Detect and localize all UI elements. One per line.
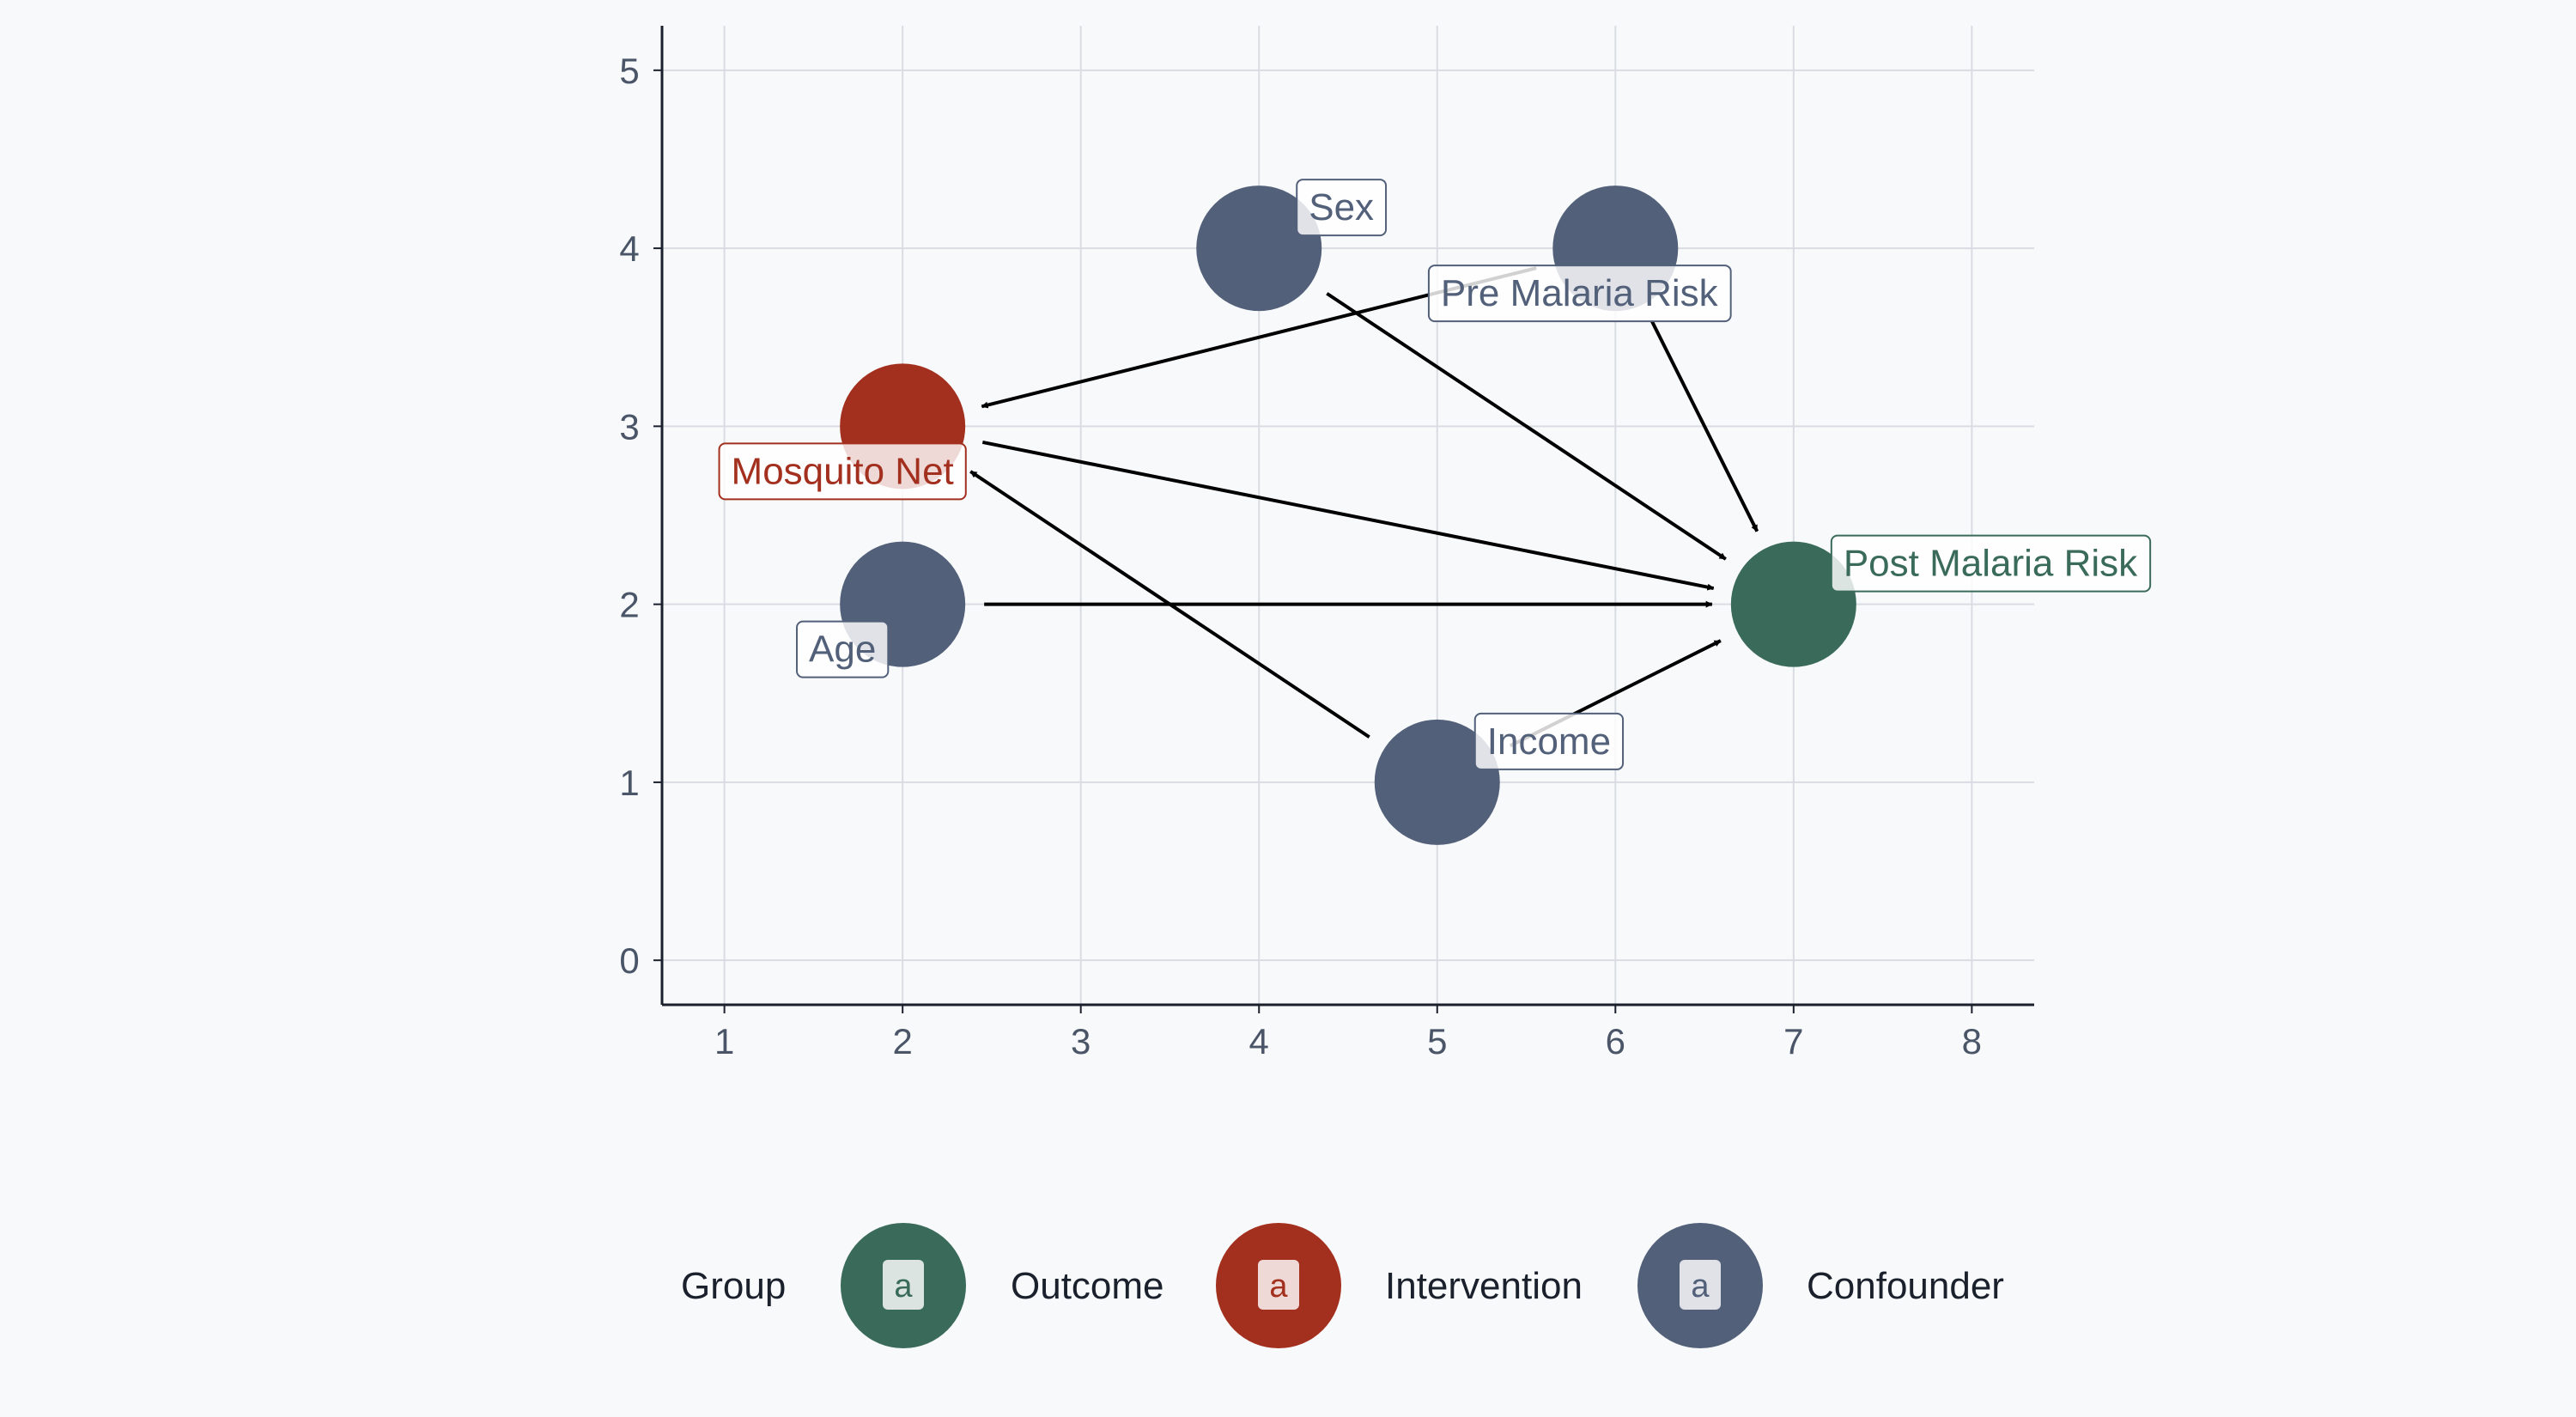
legend-item-intervention: a Intervention xyxy=(1216,1223,1583,1348)
legend-key-letter: a xyxy=(1691,1268,1710,1304)
node-label-text: Sex xyxy=(1309,186,1374,228)
x-tick-label: 8 xyxy=(1962,1021,1982,1061)
y-tick-label: 4 xyxy=(619,228,639,269)
legend-item-label: Intervention xyxy=(1385,1265,1583,1307)
y-tick-label: 1 xyxy=(619,763,639,803)
legend-key-letter: a xyxy=(894,1268,913,1304)
legend-item-outcome: a Outcome xyxy=(841,1223,1164,1348)
node-label-pre_malaria: Pre Malaria Risk xyxy=(1427,265,1732,323)
x-tick-label: 5 xyxy=(1427,1021,1447,1061)
legend-key-box xyxy=(1680,1260,1721,1310)
axes: 1 2 3 4 5 6 7 8 0 1 2 3 4 5 xyxy=(619,26,2034,1061)
node-label-box xyxy=(1296,179,1388,237)
legend-item-label: Outcome xyxy=(1011,1265,1164,1307)
legend-item-confounder: a Confounder xyxy=(1637,1223,2004,1348)
legend-key-box xyxy=(883,1260,924,1310)
node-label-sex: Sex xyxy=(1296,179,1388,237)
node-label-income: Income xyxy=(1473,712,1625,770)
y-tick-label: 0 xyxy=(619,940,639,981)
node-label-box xyxy=(1427,265,1732,323)
edge-income-to-net xyxy=(969,470,1370,739)
edge-pre_malaria-to-post_malaria xyxy=(1650,320,1759,532)
node-label-age: Age xyxy=(796,620,890,678)
x-tick-label: 6 xyxy=(1606,1021,1625,1061)
legend-key-box xyxy=(1258,1260,1299,1310)
node-label-text: Mosquito Net xyxy=(732,450,954,492)
edge-net-to-post_malaria xyxy=(981,441,1715,591)
node-label-box xyxy=(1830,534,2152,593)
x-tick-label: 1 xyxy=(714,1021,734,1061)
node-post_malaria xyxy=(1730,541,1856,667)
node-label-box xyxy=(1473,712,1625,770)
y-tick-label: 2 xyxy=(619,585,639,625)
node-label-box xyxy=(796,620,890,678)
node-label-text: Post Malaria Risk xyxy=(1844,543,2138,585)
legend-title: Group xyxy=(681,1265,786,1307)
x-tick-label: 4 xyxy=(1249,1021,1269,1061)
edges xyxy=(969,266,1759,748)
legend-item-label: Confounder xyxy=(1807,1265,2004,1307)
node-label-text: Pre Malaria Risk xyxy=(1441,272,1719,314)
node-labels: Sex Pre Malaria Risk Mosquito Net Age Post M… xyxy=(718,179,2152,770)
node-label-net: Mosquito Net xyxy=(718,442,967,501)
node-label-post_malaria: Post Malaria Risk xyxy=(1830,534,2152,593)
node-label-box xyxy=(718,442,967,501)
y-tick-label: 5 xyxy=(619,51,639,91)
node-income xyxy=(1374,719,1500,845)
x-tick-label: 7 xyxy=(1783,1021,1803,1061)
legend: Group a Outcome a Intervention a Confounder xyxy=(681,1223,2004,1348)
x-tick-label: 3 xyxy=(1071,1021,1091,1061)
legend-key-letter: a xyxy=(1269,1268,1288,1304)
node-sex xyxy=(1196,185,1322,312)
x-tick-label: 2 xyxy=(892,1021,912,1061)
y-tick-label: 3 xyxy=(619,406,639,447)
edge-sex-to-post_malaria xyxy=(1326,292,1727,561)
node-label-text: Income xyxy=(1487,721,1611,763)
node-label-text: Age xyxy=(809,629,876,671)
